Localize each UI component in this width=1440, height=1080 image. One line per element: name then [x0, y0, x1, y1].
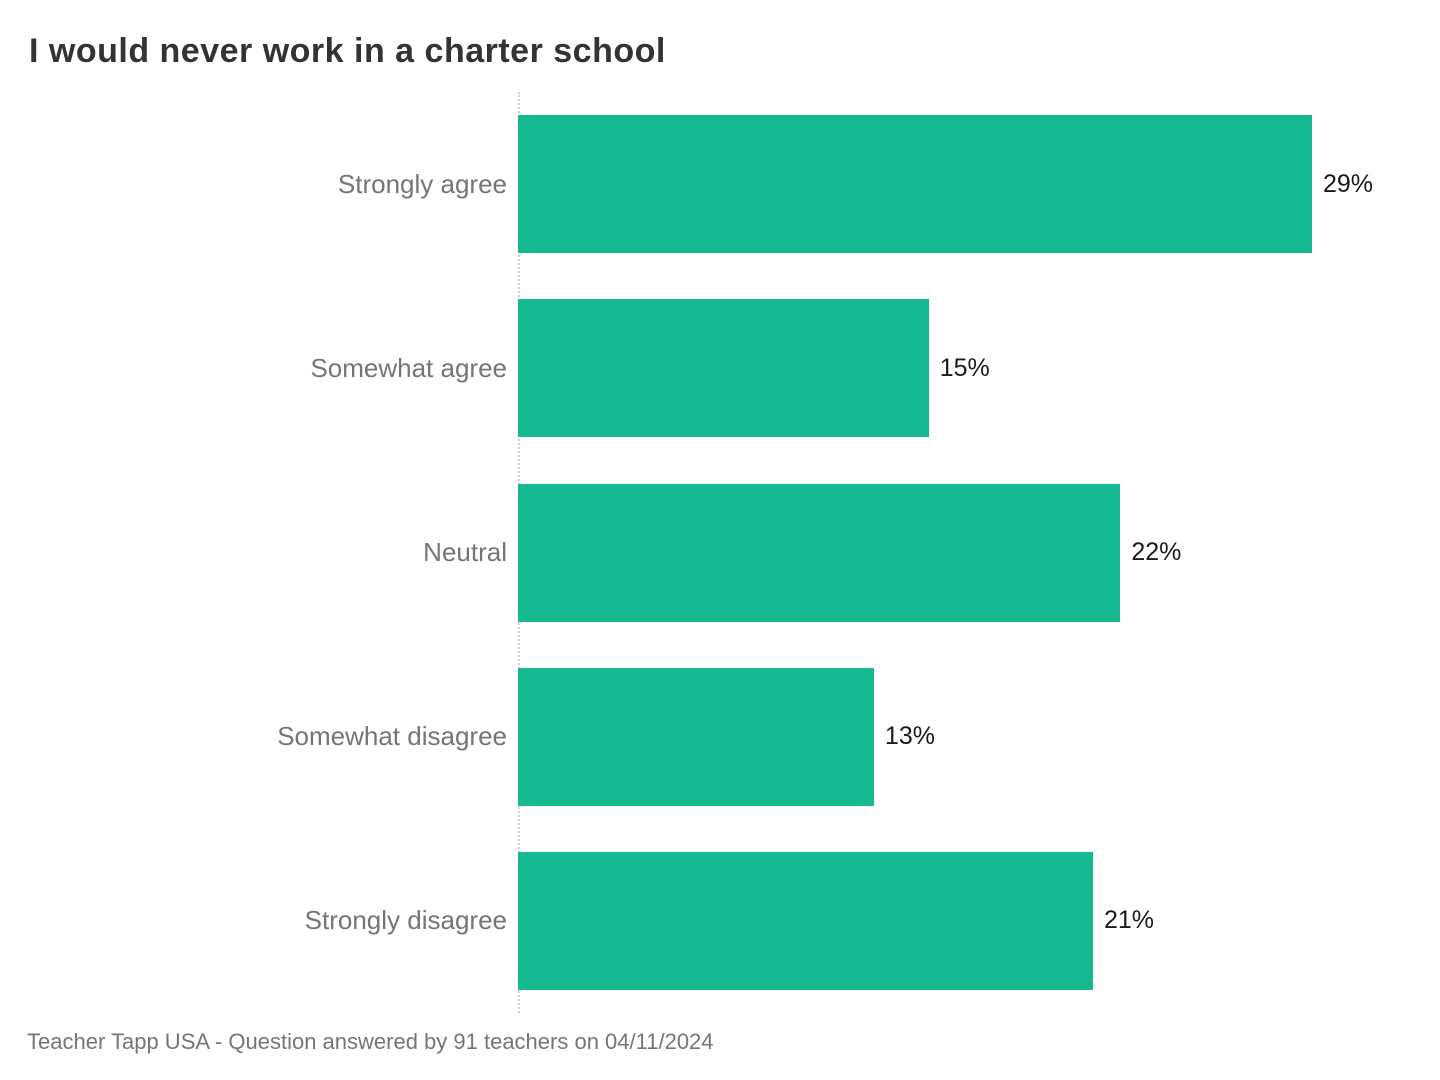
- source-footnote: Teacher Tapp USA - Question answered by …: [27, 1029, 714, 1054]
- bar-row: Somewhat disagree 13%: [0, 645, 1440, 829]
- bar-row: Strongly disagree 21%: [0, 829, 1440, 1013]
- bar-track: 21%: [518, 829, 1440, 1013]
- category-label-strongly-agree: Strongly agree: [337, 168, 507, 199]
- bar-track: 15%: [518, 276, 1440, 460]
- value-label: 29%: [1323, 169, 1374, 198]
- plot-area: Strongly agree 29% Somewhat agree 15% Ne…: [0, 92, 1440, 1013]
- chart-title: I would never work in a charter school: [29, 32, 666, 70]
- category-label-somewhat-agree: Somewhat agree: [310, 352, 507, 383]
- value-label: 13%: [884, 722, 935, 751]
- bar-track: 22%: [518, 460, 1440, 644]
- bar-somewhat-disagree[interactable]: [518, 667, 874, 806]
- category-label-neutral: Neutral: [423, 537, 507, 567]
- bar-track: 13%: [518, 645, 1440, 829]
- value-label: 15%: [939, 353, 990, 382]
- bar-track: 29%: [518, 92, 1440, 276]
- bar-row: Neutral 22%: [0, 460, 1440, 644]
- bar-rows: Strongly agree 29% Somewhat agree 15% Ne…: [0, 92, 1440, 1013]
- bar-somewhat-agree[interactable]: [518, 299, 929, 438]
- value-label: 22%: [1131, 538, 1182, 566]
- value-label: 21%: [1103, 906, 1154, 935]
- category-label-strongly-disagree: Strongly disagree: [304, 905, 507, 936]
- category-label-somewhat-disagree: Somewhat disagree: [277, 721, 507, 752]
- bar-neutral[interactable]: [518, 483, 1121, 622]
- bar-strongly-agree[interactable]: [518, 115, 1312, 254]
- bar-row: Somewhat agree 15%: [0, 276, 1440, 460]
- bar-row: Strongly agree 29%: [0, 92, 1440, 276]
- bar-strongly-disagree[interactable]: [518, 851, 1093, 990]
